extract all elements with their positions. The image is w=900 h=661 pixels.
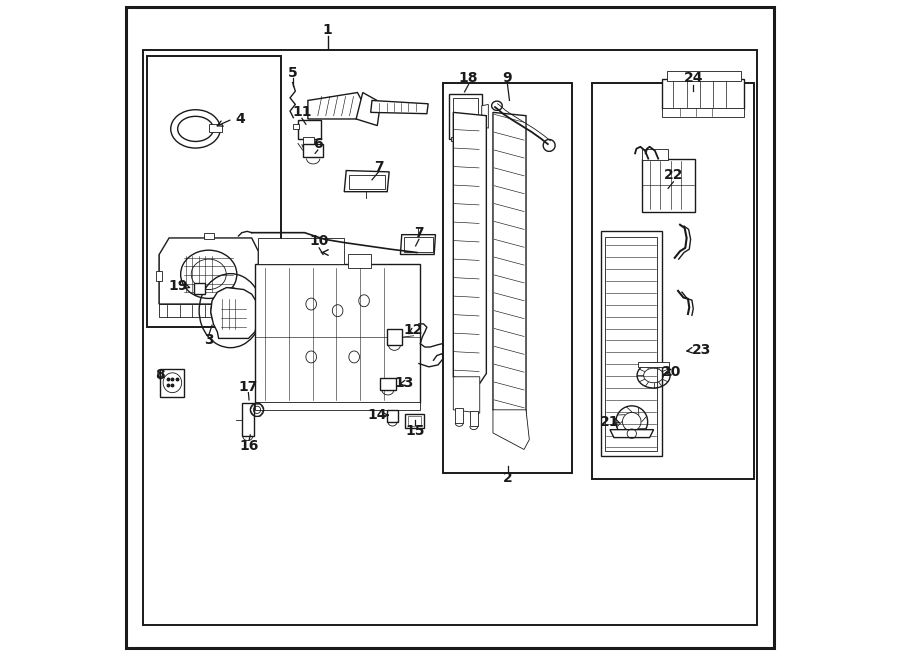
Text: 15: 15 — [405, 424, 425, 438]
Text: 9: 9 — [503, 71, 512, 85]
Polygon shape — [400, 235, 436, 254]
Text: 7: 7 — [374, 159, 383, 174]
Polygon shape — [356, 93, 381, 126]
Text: 21: 21 — [600, 414, 620, 429]
Text: 20: 20 — [662, 365, 681, 379]
Polygon shape — [405, 414, 424, 428]
Polygon shape — [255, 264, 420, 403]
Text: 13: 13 — [394, 376, 413, 391]
Polygon shape — [194, 283, 205, 294]
Text: 1: 1 — [323, 22, 333, 37]
Polygon shape — [159, 238, 258, 304]
Polygon shape — [380, 378, 396, 390]
Polygon shape — [610, 430, 653, 438]
Polygon shape — [638, 362, 670, 367]
Polygon shape — [454, 112, 486, 383]
Polygon shape — [454, 377, 480, 413]
Polygon shape — [662, 108, 744, 117]
Polygon shape — [455, 408, 464, 423]
Polygon shape — [159, 304, 258, 317]
Polygon shape — [258, 238, 344, 264]
Polygon shape — [371, 100, 428, 114]
Polygon shape — [470, 411, 478, 426]
Polygon shape — [493, 112, 526, 426]
Text: 8: 8 — [156, 368, 166, 383]
Text: 6: 6 — [313, 137, 322, 151]
Polygon shape — [493, 410, 529, 449]
Polygon shape — [344, 171, 389, 192]
Text: 19: 19 — [168, 279, 187, 293]
Polygon shape — [662, 79, 744, 109]
Polygon shape — [156, 271, 163, 281]
Polygon shape — [242, 403, 255, 436]
Polygon shape — [255, 402, 420, 410]
Text: 16: 16 — [239, 439, 258, 453]
Text: 2: 2 — [502, 471, 512, 485]
Polygon shape — [293, 124, 300, 129]
Polygon shape — [211, 288, 258, 338]
Polygon shape — [667, 71, 741, 81]
Polygon shape — [308, 93, 363, 119]
Polygon shape — [451, 137, 480, 141]
Text: 3: 3 — [204, 333, 213, 348]
Polygon shape — [482, 104, 489, 128]
Polygon shape — [160, 369, 184, 397]
Polygon shape — [347, 254, 371, 268]
Text: 4: 4 — [235, 112, 245, 126]
Text: 23: 23 — [691, 343, 711, 358]
Text: 11: 11 — [292, 105, 311, 120]
Text: 10: 10 — [310, 234, 328, 249]
Polygon shape — [303, 144, 323, 157]
Text: 18: 18 — [459, 71, 478, 85]
Polygon shape — [386, 410, 399, 422]
Text: 24: 24 — [683, 71, 703, 85]
Polygon shape — [642, 149, 668, 160]
Text: 22: 22 — [663, 168, 683, 182]
Polygon shape — [449, 94, 482, 139]
Polygon shape — [303, 137, 314, 145]
Polygon shape — [204, 233, 214, 239]
Polygon shape — [386, 329, 402, 345]
Polygon shape — [298, 120, 321, 139]
Text: 17: 17 — [238, 379, 258, 394]
Polygon shape — [642, 159, 695, 212]
Text: 14: 14 — [367, 408, 387, 422]
Text: 12: 12 — [404, 323, 423, 338]
Text: 5: 5 — [288, 65, 298, 80]
Polygon shape — [209, 124, 222, 132]
Polygon shape — [159, 241, 173, 304]
Text: 7: 7 — [414, 225, 424, 240]
